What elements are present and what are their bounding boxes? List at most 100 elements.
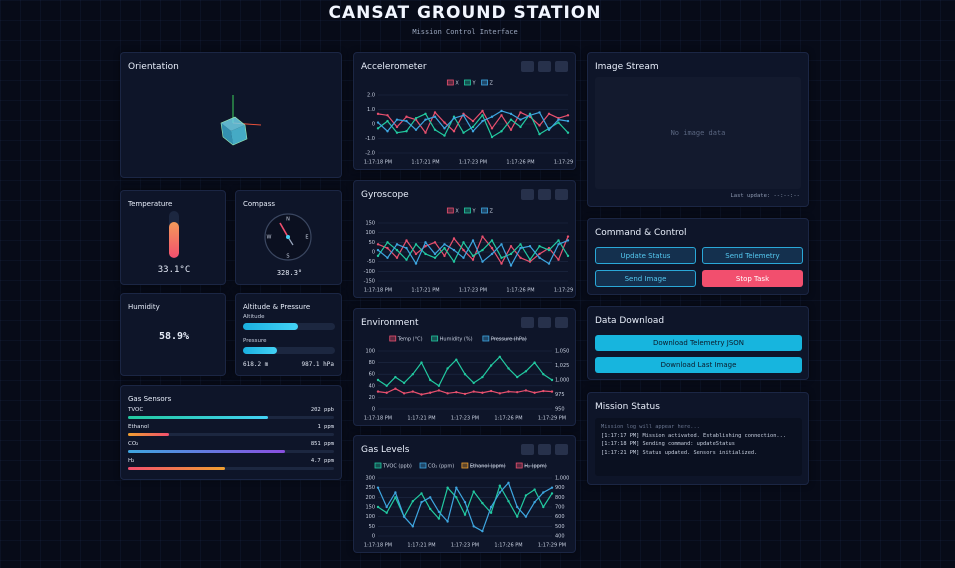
data-point [507,367,510,370]
data-point [433,252,437,256]
data-point [472,525,475,528]
y-tick-label: 50 [369,524,375,530]
log-box: Mission log will appear here... [1:17:17… [595,418,802,476]
data-point [443,246,446,250]
data-point [471,258,475,261]
y-tick-label: 80 [369,360,375,366]
data-point [550,390,554,393]
compass-panel: Compass N E S W 328.3° [235,190,342,285]
command-button[interactable]: Send Telemetry [702,247,803,264]
y-tick-label: 600 [555,514,565,520]
x-tick-label: 1:17:21 PM [407,543,435,549]
data-point [481,248,484,252]
data-point [542,491,545,494]
mission-status-panel: Mission Status Mission log will appear h… [587,392,809,485]
legend-label: Pressure (hPa) [491,336,527,342]
y-tick-label: -1.0 [365,136,375,142]
legend-swatch [374,462,382,469]
data-point [376,378,380,382]
chart-toolbar [521,317,568,328]
zoom-button[interactable] [538,189,551,200]
legend-label: Humidity (%) [440,336,473,342]
data-point [405,239,408,242]
data-point [414,252,418,256]
log-line: [1:17:17 PM] Mission activated. Establis… [601,432,786,439]
view-button[interactable] [555,189,568,200]
data-point [519,118,522,121]
data-point [376,505,380,509]
gas-value: 4.7 ppm [310,458,334,464]
data-point [481,119,484,123]
data-point [498,355,501,358]
data-point [394,491,397,494]
data-point [420,393,423,396]
y-tick-label: 100 [365,514,375,520]
x-tick-label: 1:17:29 PM [538,543,566,549]
data-point [481,501,484,505]
download-button[interactable]: Download Last Image [595,357,802,373]
legend-label: X [455,80,459,86]
data-point [490,246,494,250]
settings-button[interactable] [521,189,534,200]
data-point [386,246,389,250]
x-tick-label: 1:17:18 PM [364,543,392,549]
command-button[interactable]: Update Status [595,247,696,264]
compass-value: 328.3° [276,269,303,277]
data-point [472,390,475,393]
stop-button[interactable]: Stop Task [702,270,803,287]
data-point [481,235,484,238]
chart-panel: Gas Levels 300 250 200 150 100 50 0 1,000 900 800… [353,435,576,553]
data-point [376,112,380,116]
chart-toolbar [521,444,568,455]
download-button[interactable]: Download Telemetry JSON [595,335,802,351]
data-point [524,370,528,373]
data-point [424,245,427,248]
settings-button[interactable] [521,317,534,328]
data-point [414,128,418,131]
data-point [566,119,570,123]
log-line: Mission log will appear here... [601,424,700,430]
data-point [566,239,570,242]
compass-label: S [286,254,289,260]
data-point [424,118,427,121]
legend-swatch [446,79,454,86]
data-point [420,500,423,504]
data-point [405,115,408,118]
data-point [566,114,570,117]
data-point [557,258,560,261]
data-point [446,520,449,523]
y-tick-label: -100 [364,269,375,275]
legend-label: CO₂ (ppm) [428,463,454,469]
legend-swatch [481,207,488,214]
x-tick-label: 1:17:18 PM [364,288,392,294]
data-point [516,375,519,379]
settings-button[interactable] [521,61,534,72]
y-tick-label: 150 [365,221,375,227]
data-point [500,256,503,259]
data-point [542,389,545,393]
zoom-button[interactable] [538,61,551,72]
chart: 2.0 1.0 0 -1.0 -2.0 1:17:18 PM 1:17:21 PM 1:17:… [364,79,575,166]
temperature-panel: Temperature 33.1°C [120,190,226,285]
data-point [433,128,437,131]
zoom-button[interactable] [538,317,551,328]
chart-toolbar [521,189,568,200]
humidity-panel: Humidity 58.9% [120,293,226,376]
y-tick-label: 50 [369,240,375,246]
view-button[interactable] [555,444,568,455]
settings-button[interactable] [521,444,534,455]
data-point [424,131,427,134]
command-button[interactable]: Send Image [595,270,696,287]
zoom-button[interactable] [538,444,551,455]
data-point [386,119,389,123]
y-tick-label: 20 [369,395,375,401]
view-button[interactable] [555,317,568,328]
data-point [463,513,467,516]
x-tick-label: 1:17:21 PM [407,416,435,422]
data-point [376,243,380,246]
data-point [405,258,408,261]
data-point [507,390,510,393]
data-point [455,390,458,394]
data-point [500,130,503,133]
view-button[interactable] [555,61,568,72]
